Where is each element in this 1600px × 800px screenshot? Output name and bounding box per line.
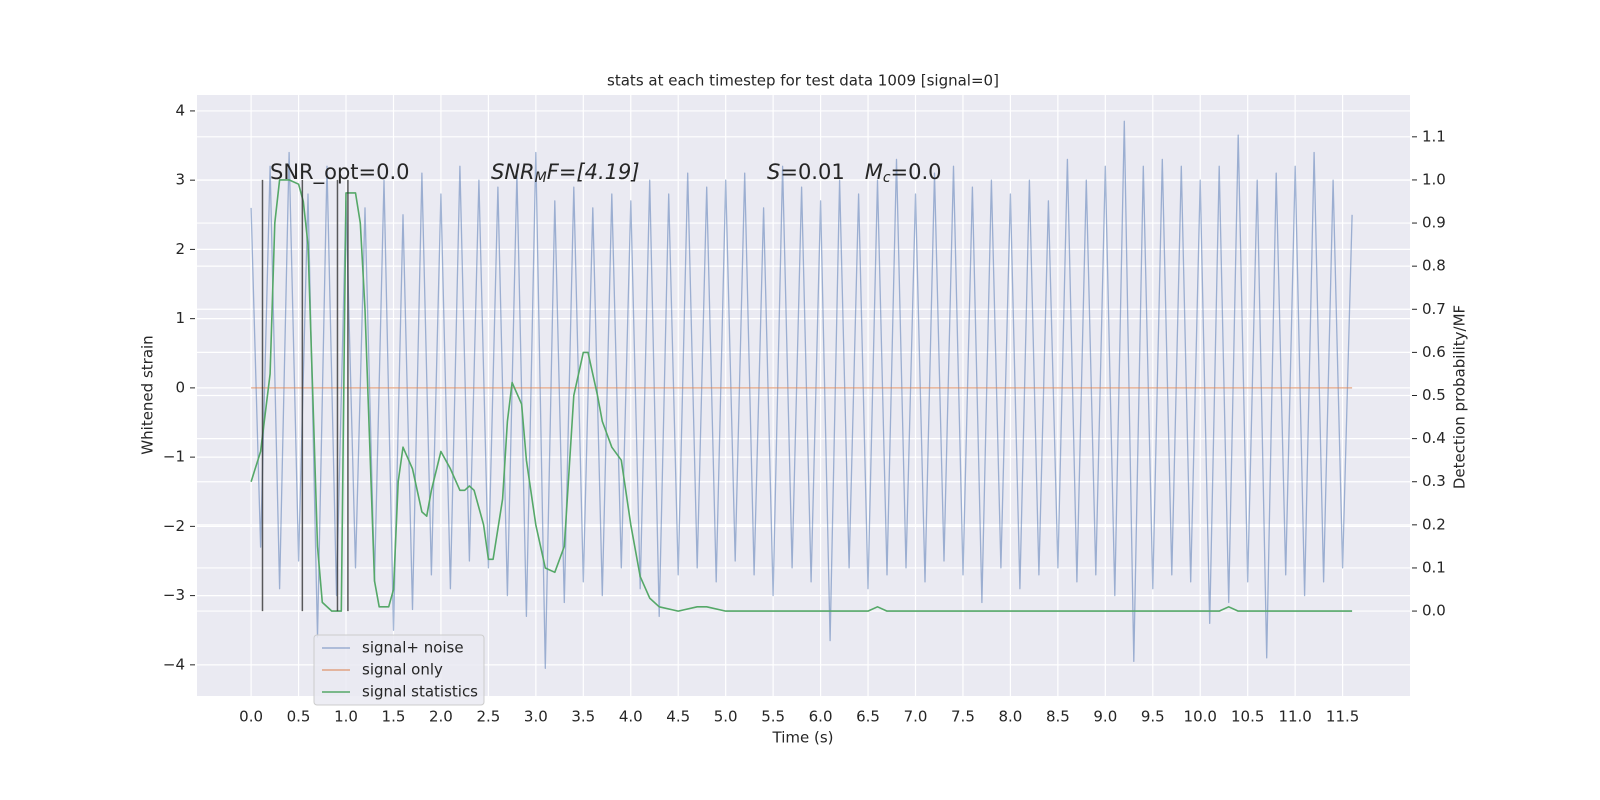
x-tick-label: 5.0: [714, 708, 738, 726]
annotation-subscript: c: [883, 170, 891, 186]
x-tick-label: 3.0: [524, 708, 548, 726]
x-tick-label: 4.0: [619, 708, 643, 726]
annotation: SNR_opt=0.0: [270, 160, 410, 185]
x-tick-label: 0.5: [287, 708, 311, 726]
legend-box: [313, 634, 485, 706]
y-tick-label: 3: [175, 171, 185, 189]
y-tick-label: 2: [175, 240, 185, 258]
annotation-text: F=[4.19]: [547, 160, 640, 184]
series-line: [250, 120, 1353, 669]
x-tick-label: 6.0: [809, 708, 833, 726]
annotation: SNRMF=[4.19]: [491, 160, 640, 186]
annotation-text: =0.0: [891, 160, 942, 184]
y-tick-label: −2: [163, 517, 185, 535]
x-tick-label: 8.0: [998, 708, 1022, 726]
series-line: [250, 179, 1353, 612]
x-axis-label: Time (s): [772, 729, 834, 747]
x-tick-label: 9.0: [1093, 708, 1117, 726]
annotation-text: M: [865, 160, 883, 184]
x-tick-label: 10.5: [1231, 708, 1264, 726]
x-tick-label: 7.5: [951, 708, 975, 726]
annotation-text: SNR: [491, 160, 535, 184]
y-tick-label: 4: [175, 101, 185, 119]
y2-tick-label: 0.9: [1422, 214, 1446, 232]
chart-title: stats at each timestep for test data 100…: [607, 72, 999, 90]
y-tick-label: 1: [175, 309, 185, 327]
x-tick-label: 1.5: [382, 708, 406, 726]
x-tick-label: 1.0: [334, 708, 358, 726]
y2-tick-label: 0.3: [1422, 472, 1446, 490]
x-tick-label: 2.0: [429, 708, 453, 726]
legend-label: signal only: [362, 661, 443, 679]
x-tick-label: 8.5: [1046, 708, 1070, 726]
y2-tick-label: 0.4: [1422, 429, 1446, 447]
x-tick-label: 10.0: [1184, 708, 1217, 726]
legend-label: signal statistics: [362, 683, 478, 701]
axes: 0.0 0.5 1.0 1.5 2.0 2.5 3.0 3.5 4.0 4.5 5.0 5.5 6.0 6…: [163, 101, 1446, 725]
y-axis-label: Whitened strain: [139, 335, 157, 454]
annotation-text: SNR_opt=0.0: [270, 160, 410, 185]
y2-tick-label: 0.0: [1422, 602, 1446, 620]
y2-tick-label: 0.6: [1422, 343, 1446, 361]
x-tick-label: 9.5: [1141, 708, 1165, 726]
legend-label: signal+ noise: [362, 639, 464, 657]
legend: signal+ noise signal only signal statistic…: [313, 634, 485, 706]
annotation-text: =0.01: [780, 160, 844, 184]
y2-tick-label: 0.2: [1422, 515, 1446, 533]
y2-tick-label: 1.1: [1422, 127, 1446, 145]
y2-tick-label: 0.7: [1422, 300, 1446, 318]
y2-tick-label: 1.0: [1422, 170, 1446, 188]
y-tick-label: 0: [175, 378, 185, 396]
x-tick-label: 6.5: [856, 708, 880, 726]
y2-axis-label: Detection probability/MF: [1451, 305, 1469, 489]
x-tick-label: 4.5: [666, 708, 690, 726]
x-tick-label: 7.0: [904, 708, 928, 726]
y-tick-label: −3: [163, 586, 185, 604]
x-tick-label: 0.0: [239, 708, 263, 726]
annotation-subscript: M: [535, 170, 547, 186]
marks: [250, 120, 1353, 669]
y2-tick-label: 0.8: [1422, 257, 1446, 275]
x-tick-label: 11.0: [1278, 708, 1311, 726]
y-tick-label: −1: [163, 448, 185, 466]
y-tick-label: −4: [163, 655, 185, 673]
annotation: S=0.01 Mc=0.0: [767, 160, 942, 186]
y2-tick-label: 0.5: [1422, 386, 1446, 404]
x-tick-label: 2.5: [476, 708, 500, 726]
x-tick-label: 11.5: [1326, 708, 1359, 726]
x-tick-label: 5.5: [761, 708, 785, 726]
x-tick-label: 3.5: [571, 708, 595, 726]
annotation-text: S: [767, 160, 780, 184]
y2-tick-label: 0.1: [1422, 558, 1446, 576]
